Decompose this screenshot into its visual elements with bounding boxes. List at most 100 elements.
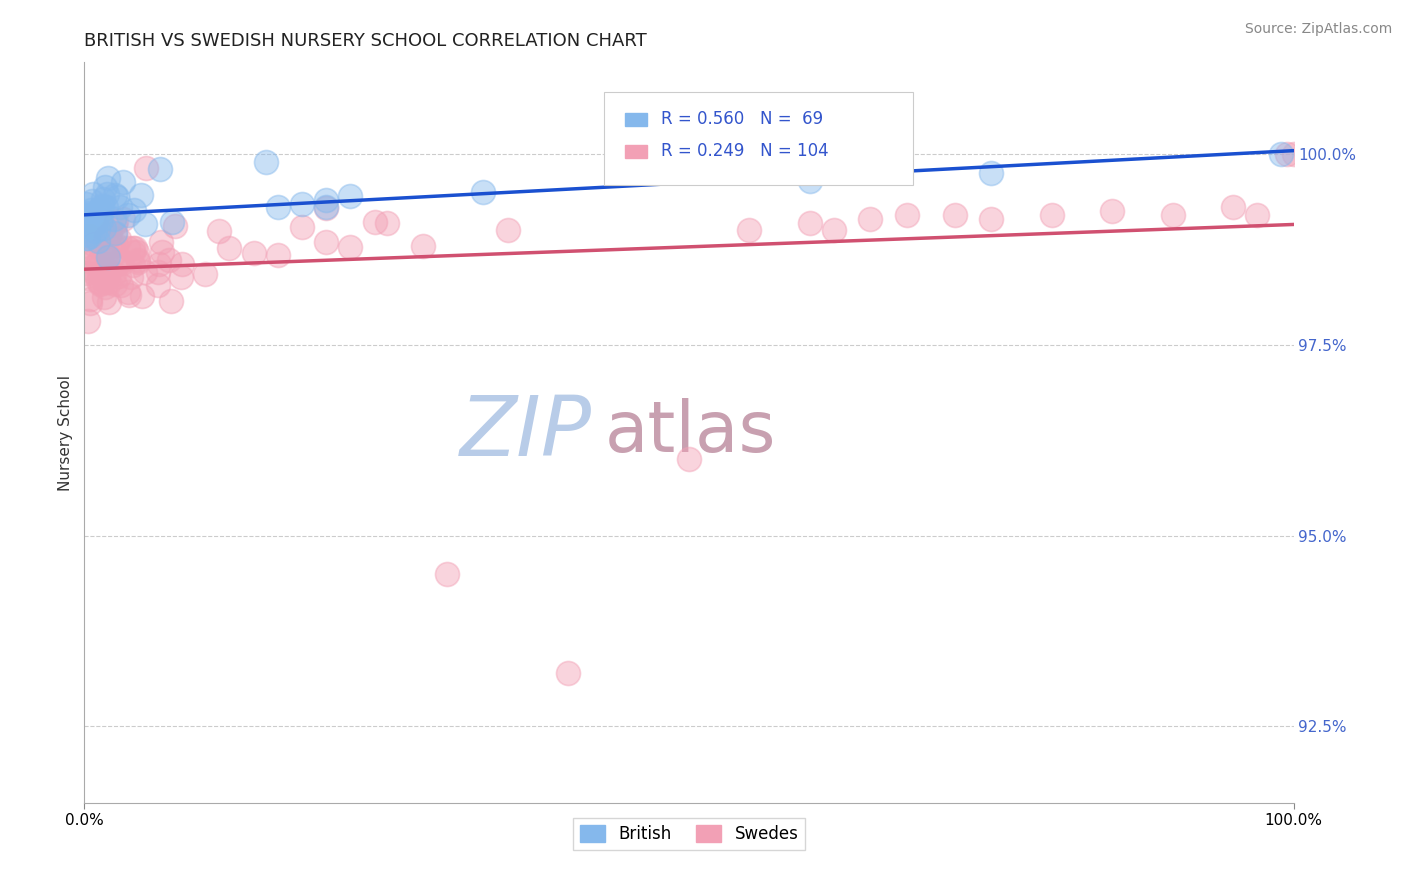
Point xyxy=(1282,147,1305,161)
Point xyxy=(83,210,105,224)
Point xyxy=(87,274,110,288)
Point xyxy=(77,213,100,227)
Point xyxy=(96,244,118,259)
Point xyxy=(75,208,97,222)
Point xyxy=(98,294,121,309)
Point xyxy=(87,260,110,274)
Point xyxy=(75,231,97,245)
Point xyxy=(315,201,337,215)
Point xyxy=(75,212,97,227)
Point xyxy=(86,268,108,282)
Point xyxy=(291,219,314,234)
Point xyxy=(96,271,118,285)
Point xyxy=(104,227,127,241)
Point xyxy=(1277,147,1299,161)
Point xyxy=(1040,208,1063,222)
Point xyxy=(1246,208,1268,222)
Point xyxy=(82,186,104,201)
Point xyxy=(89,202,111,216)
Point xyxy=(79,295,101,310)
Point xyxy=(120,270,142,285)
Point xyxy=(1270,147,1292,161)
Point xyxy=(678,452,700,467)
Point xyxy=(94,280,117,294)
Point xyxy=(80,255,103,269)
Point xyxy=(146,265,169,279)
Point xyxy=(799,216,821,230)
Point xyxy=(149,161,172,176)
Point xyxy=(80,194,103,208)
Text: R = 0.249   N = 104: R = 0.249 N = 104 xyxy=(661,143,828,161)
Text: R = 0.560   N =  69: R = 0.560 N = 69 xyxy=(661,111,824,128)
Point xyxy=(87,209,110,223)
Bar xyxy=(624,112,647,126)
Point xyxy=(77,314,100,328)
Point xyxy=(90,242,112,256)
Point xyxy=(93,290,115,304)
Point xyxy=(104,188,127,202)
Point xyxy=(242,245,264,260)
Point xyxy=(127,245,149,260)
Point xyxy=(980,211,1002,226)
Point xyxy=(76,205,98,219)
Point xyxy=(103,267,125,281)
Point xyxy=(104,227,127,241)
Point xyxy=(94,179,117,194)
Point xyxy=(165,219,187,233)
Point xyxy=(1222,201,1244,215)
Point xyxy=(91,192,114,206)
Point xyxy=(131,188,153,202)
Point xyxy=(943,208,966,222)
Point xyxy=(117,208,139,222)
FancyBboxPatch shape xyxy=(605,92,912,185)
Point xyxy=(799,174,821,188)
Point xyxy=(108,231,131,245)
Point xyxy=(77,209,100,223)
Point xyxy=(79,292,101,306)
Point xyxy=(1161,208,1184,222)
Point xyxy=(117,241,139,255)
Point xyxy=(110,252,132,267)
Point xyxy=(111,175,134,189)
Point xyxy=(152,244,174,259)
Point xyxy=(76,231,98,245)
Point xyxy=(79,261,101,276)
Point xyxy=(148,257,170,271)
Point xyxy=(97,171,120,186)
Point xyxy=(76,245,98,260)
Point xyxy=(75,196,97,211)
Point xyxy=(104,246,127,260)
Point xyxy=(472,185,495,199)
Point xyxy=(157,252,180,267)
Point xyxy=(207,224,229,238)
Point xyxy=(218,241,240,255)
Point xyxy=(89,210,111,224)
Point xyxy=(823,223,845,237)
Point xyxy=(87,221,110,235)
Point xyxy=(110,277,132,292)
Point xyxy=(97,229,120,244)
Point xyxy=(75,210,97,224)
Point xyxy=(267,201,290,215)
Point xyxy=(79,229,101,244)
Point xyxy=(363,215,385,229)
Point xyxy=(118,288,141,302)
Text: Source: ZipAtlas.com: Source: ZipAtlas.com xyxy=(1244,22,1392,37)
Point xyxy=(97,264,120,278)
Text: atlas: atlas xyxy=(605,398,776,467)
Point xyxy=(315,193,337,207)
Point xyxy=(75,211,97,226)
Legend: British, Swedes: British, Swedes xyxy=(572,819,806,850)
Point xyxy=(96,186,118,201)
Point xyxy=(110,200,132,214)
Point xyxy=(77,245,100,260)
Point xyxy=(82,236,104,251)
Point xyxy=(134,265,156,279)
Point xyxy=(89,277,111,292)
Point xyxy=(79,218,101,232)
Point xyxy=(96,257,118,271)
Point xyxy=(134,218,156,232)
Point xyxy=(1101,204,1123,219)
Point xyxy=(194,267,217,281)
Point xyxy=(84,213,107,227)
